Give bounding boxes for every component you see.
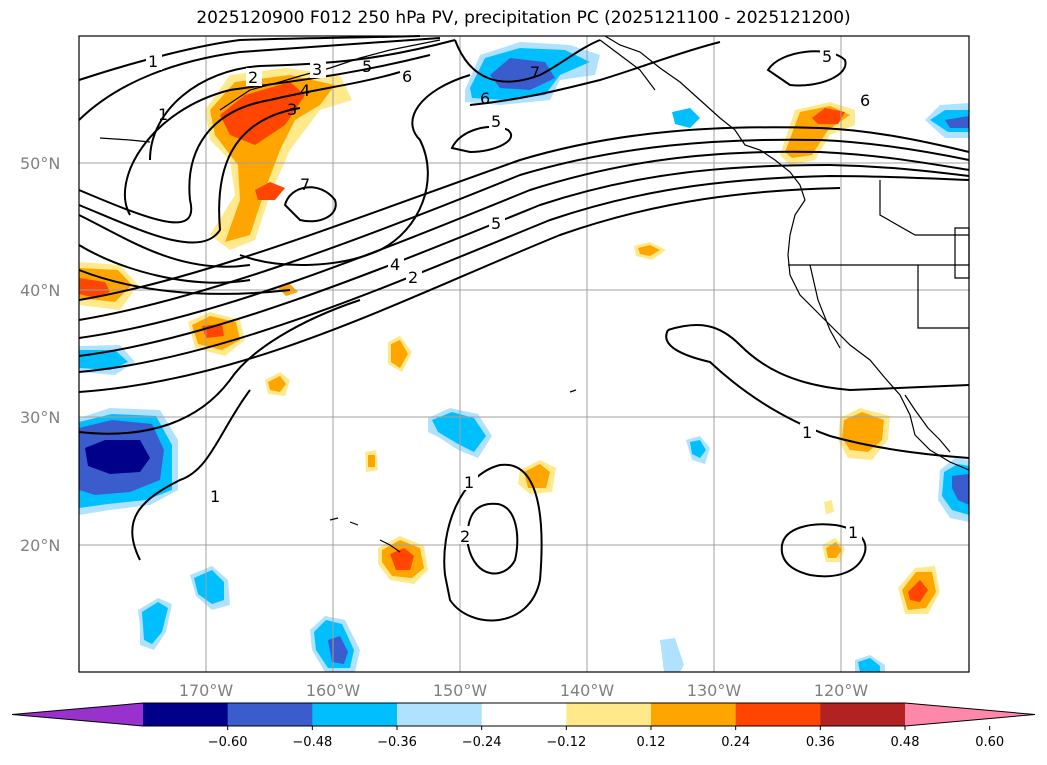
colorbar-tick-label: 0.12: [637, 735, 666, 750]
contour-label: 2: [460, 527, 470, 546]
contour-label: 3: [287, 100, 297, 119]
colorbar-tick-label: 0.36: [806, 735, 835, 750]
gridlines: [79, 36, 969, 672]
colorbar: −0.60 −0.48 −0.36 −0.24 −0.12 0.12 0.24 0.36 0.4…: [11, 702, 1036, 750]
contour-label: 2: [408, 268, 418, 287]
lat-label: 40°N: [20, 281, 60, 300]
contour-label: 6: [480, 89, 490, 108]
contour-label: 4: [390, 255, 400, 274]
lon-label: 140°W: [560, 681, 615, 700]
lat-label: 20°N: [20, 536, 60, 555]
colorbar-tick-label: 0.48: [891, 735, 920, 750]
contour-label: 5: [822, 47, 832, 66]
colorbar-tick-label: 0.60: [975, 735, 1004, 750]
lat-label: 50°N: [20, 154, 60, 173]
colorbar-tick-label: 0.24: [721, 735, 750, 750]
colorbar-tick-label: −0.24: [462, 735, 502, 750]
contour-labels: 1 2 3 4 5 6 7 1 3 4 2 5 6 5 7 6 5 1 1 2 …: [146, 46, 874, 546]
contour-label: 1: [148, 52, 158, 71]
contour-label: 3: [312, 60, 322, 79]
lon-label: 150°W: [433, 681, 488, 700]
colorbar-swatch: [481, 703, 567, 726]
map-frame: [78, 35, 970, 673]
lat-axis: 50°N 40°N 30°N 20°N: [20, 154, 60, 555]
lon-label: 130°W: [687, 681, 742, 700]
colorbar-tick-label: −0.48: [292, 735, 332, 750]
colorbar-swatch: [227, 703, 313, 726]
contour-label: 5: [491, 214, 501, 233]
contour-label: 1: [464, 473, 474, 492]
colorbar-swatch: [312, 703, 398, 726]
colorbar-tick-label: −0.36: [377, 735, 417, 750]
contour-label: 7: [300, 175, 310, 194]
colorbar-swatch: [651, 703, 737, 726]
colorbar-extend-max: [905, 703, 1035, 726]
contour-label: 1: [158, 105, 168, 124]
contour-label: 6: [402, 67, 412, 86]
colorbar-swatch: [566, 703, 652, 726]
contour-label: 5: [362, 57, 372, 76]
lat-label: 30°N: [20, 408, 60, 427]
contour-label: 5: [491, 112, 501, 131]
contour-label: 7: [530, 63, 540, 82]
colorbar-swatch: [397, 703, 483, 726]
contour-label: 1: [210, 487, 220, 506]
colorbar-tick-label: −0.12: [546, 735, 586, 750]
lon-axis: 170°W 160°W 150°W 140°W 130°W 120°W: [179, 681, 869, 700]
precip-shading: [79, 42, 969, 672]
colorbar-outline: [11, 702, 1036, 727]
map-title: 2025120900 F012 250 hPa PV, precipitatio…: [196, 8, 851, 28]
contour-label: 4: [300, 81, 310, 100]
colorbar-swatch: [735, 703, 821, 726]
lon-label: 170°W: [179, 681, 234, 700]
colorbar-swatch: [143, 703, 229, 726]
pv-contours: [78, 35, 970, 622]
contour-label: 6: [860, 91, 870, 110]
lon-label: 160°W: [306, 681, 361, 700]
contour-label: 1: [802, 423, 812, 442]
colorbar-swatch: [820, 703, 906, 726]
contour-label: 1: [848, 523, 858, 542]
colorbar-extend-min: [12, 703, 143, 726]
lon-label: 120°W: [814, 681, 869, 700]
contour-label: 2: [248, 68, 258, 87]
colorbar-tick-label: −0.60: [208, 735, 248, 750]
